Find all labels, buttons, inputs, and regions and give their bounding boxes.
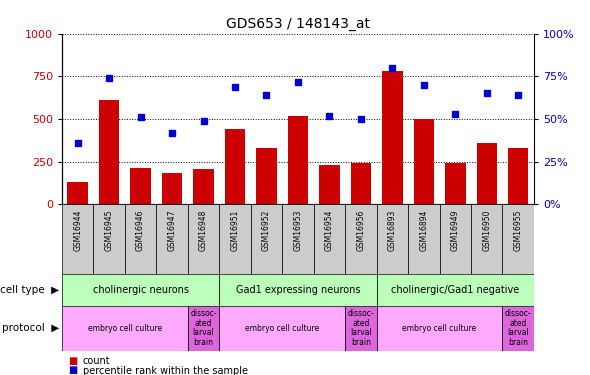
Bar [62,306,188,351]
Text: GSM16956: GSM16956 [356,210,365,251]
Bar [319,165,340,204]
Text: GSM16894: GSM16894 [419,210,428,251]
Bar [219,204,251,274]
Bar [156,204,188,274]
Bar [508,148,529,204]
Bar [125,204,156,274]
Text: GSM16944: GSM16944 [73,210,82,251]
Text: GSM16948: GSM16948 [199,210,208,251]
Text: percentile rank within the sample: percentile rank within the sample [83,366,248,375]
Bar [99,100,119,204]
Bar [440,204,471,274]
Text: dissoc-
ated
larval
brain: dissoc- ated larval brain [348,309,374,347]
Bar [376,204,408,274]
Bar [445,164,466,204]
Bar [251,204,282,274]
Text: cell type  ▶: cell type ▶ [0,285,59,295]
Bar [376,306,503,351]
Bar [194,168,214,204]
Bar [288,116,308,204]
Text: Gad1 expressing neurons: Gad1 expressing neurons [235,285,360,295]
Text: embryo cell culture: embryo cell culture [245,324,319,333]
Text: cholinergic neurons: cholinergic neurons [93,285,189,295]
Bar [345,204,376,274]
Text: cholinergic/Gad1 negative: cholinergic/Gad1 negative [391,285,519,295]
Text: embryo cell culture: embryo cell culture [402,324,477,333]
Text: GSM16954: GSM16954 [325,210,334,251]
Bar [477,143,497,204]
Bar [414,119,434,204]
Bar [382,71,402,204]
Text: dissoc-
ated
larval
brain: dissoc- ated larval brain [505,309,532,347]
Text: GSM16950: GSM16950 [482,210,491,251]
Text: GSM16955: GSM16955 [514,210,523,251]
Bar [408,204,440,274]
Text: GSM16946: GSM16946 [136,210,145,251]
Text: protocol  ▶: protocol ▶ [2,323,59,333]
Text: GSM16945: GSM16945 [104,210,114,251]
Text: GSM16951: GSM16951 [231,210,240,251]
Title: GDS653 / 148143_at: GDS653 / 148143_at [226,17,370,32]
Bar [62,274,219,306]
Bar [471,204,503,274]
Bar [62,204,93,274]
Text: GSM16893: GSM16893 [388,210,397,251]
Bar [93,204,125,274]
Bar [219,274,376,306]
Text: GSM16949: GSM16949 [451,210,460,251]
Text: dissoc-
ated
larval
brain: dissoc- ated larval brain [190,309,217,347]
Text: count: count [83,356,110,366]
Text: embryo cell culture: embryo cell culture [88,324,162,333]
Bar [162,173,182,204]
Text: ■: ■ [68,356,77,366]
Text: ■: ■ [68,366,77,375]
Bar [67,182,88,204]
Bar [345,306,376,351]
Bar [256,148,277,204]
Bar [350,164,371,204]
Bar [130,168,151,204]
Bar [376,274,534,306]
Bar [503,204,534,274]
Text: GSM16952: GSM16952 [262,210,271,251]
Bar [188,306,219,351]
Bar [314,204,345,274]
Text: GSM16953: GSM16953 [293,210,303,251]
Bar [219,306,345,351]
Bar [188,204,219,274]
Bar [225,129,245,204]
Bar [503,306,534,351]
Text: GSM16947: GSM16947 [168,210,176,251]
Bar [282,204,314,274]
